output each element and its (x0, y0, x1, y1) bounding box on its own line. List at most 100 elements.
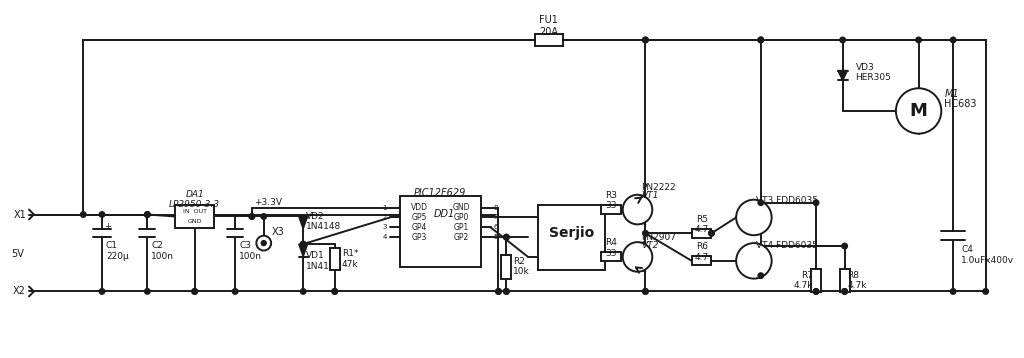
Circle shape (256, 236, 271, 251)
Bar (692, 229, 712, 238)
Text: PIC12F629: PIC12F629 (414, 188, 467, 198)
Text: GP2: GP2 (454, 233, 469, 242)
Text: R6
4.7: R6 4.7 (694, 242, 709, 262)
Text: 5V: 5V (10, 249, 24, 259)
Circle shape (496, 289, 501, 294)
Circle shape (300, 241, 306, 247)
Circle shape (249, 214, 255, 219)
Circle shape (99, 289, 104, 294)
Text: GP4: GP4 (412, 223, 427, 232)
Text: GP5: GP5 (412, 213, 427, 222)
Bar (811, 269, 821, 292)
Text: GP3: GP3 (412, 233, 427, 242)
Text: VT3 FDD6035: VT3 FDD6035 (756, 196, 818, 205)
Circle shape (300, 289, 306, 294)
Circle shape (232, 289, 238, 294)
Text: +: + (104, 222, 111, 231)
Text: Serjio: Serjio (549, 226, 594, 240)
Circle shape (950, 37, 955, 43)
Circle shape (643, 37, 648, 43)
Circle shape (643, 231, 648, 236)
Circle shape (623, 195, 652, 224)
Circle shape (643, 289, 648, 294)
Text: 6: 6 (494, 224, 498, 230)
Text: 1: 1 (383, 205, 387, 211)
Circle shape (709, 231, 715, 236)
Circle shape (842, 243, 848, 249)
Circle shape (736, 200, 772, 235)
Circle shape (842, 289, 848, 294)
Circle shape (709, 231, 715, 236)
Circle shape (758, 200, 764, 205)
Circle shape (332, 289, 338, 294)
Circle shape (261, 241, 266, 246)
Text: GP1: GP1 (454, 223, 469, 232)
Circle shape (99, 212, 104, 217)
Text: PN2907: PN2907 (641, 233, 677, 242)
Circle shape (496, 289, 501, 294)
Circle shape (983, 289, 988, 294)
Text: R2
10k: R2 10k (513, 257, 530, 276)
Text: DD1: DD1 (433, 208, 455, 218)
Circle shape (144, 212, 151, 217)
Text: R5
4.7: R5 4.7 (694, 215, 709, 234)
Text: VD1
1N4148: VD1 1N4148 (306, 251, 341, 271)
Text: X2: X2 (13, 286, 26, 296)
Bar (601, 205, 621, 214)
Circle shape (950, 289, 955, 294)
Text: X1: X1 (13, 209, 26, 219)
Circle shape (144, 212, 151, 217)
Text: VD3
HER305: VD3 HER305 (855, 63, 891, 82)
Text: 4: 4 (383, 234, 387, 240)
Circle shape (249, 214, 255, 219)
Polygon shape (299, 217, 307, 229)
Polygon shape (838, 71, 848, 81)
Text: VT2: VT2 (641, 241, 658, 250)
Circle shape (504, 289, 509, 294)
Circle shape (191, 289, 198, 294)
Bar (502, 255, 511, 279)
Circle shape (896, 88, 941, 134)
Polygon shape (299, 244, 307, 257)
Text: R3
33: R3 33 (605, 191, 616, 211)
Text: R8
4.7k: R8 4.7k (848, 271, 867, 290)
Text: 8: 8 (494, 205, 498, 211)
Circle shape (261, 214, 266, 219)
Circle shape (191, 289, 198, 294)
Text: HC683: HC683 (944, 99, 977, 109)
Bar (601, 252, 621, 261)
Text: VT4 FDD6035: VT4 FDD6035 (756, 241, 818, 250)
Text: PN2222: PN2222 (641, 183, 676, 192)
Circle shape (300, 241, 306, 247)
Text: VT1: VT1 (641, 191, 658, 200)
Text: GND: GND (187, 219, 202, 224)
Circle shape (758, 37, 764, 43)
Circle shape (504, 289, 509, 294)
Text: IN  OUT: IN OUT (182, 209, 207, 214)
Circle shape (623, 242, 652, 272)
Text: GND: GND (453, 203, 470, 212)
Text: DA1
LP2950-3.3: DA1 LP2950-3.3 (169, 190, 220, 209)
Text: VD2
1N4148: VD2 1N4148 (306, 212, 341, 231)
Circle shape (504, 234, 509, 240)
Text: C4
1.0uFx400v: C4 1.0uFx400v (961, 245, 1014, 265)
Circle shape (643, 289, 648, 294)
Bar (535, 34, 562, 46)
Circle shape (813, 200, 819, 205)
Text: 2: 2 (383, 214, 387, 221)
Bar (840, 269, 850, 292)
Circle shape (736, 243, 772, 279)
Text: R1*
47k: R1* 47k (342, 249, 358, 268)
Circle shape (81, 212, 86, 217)
Bar (692, 256, 712, 265)
Text: GP0: GP0 (454, 213, 469, 222)
Circle shape (332, 289, 338, 294)
Text: C2
100n: C2 100n (152, 241, 174, 261)
Text: 5: 5 (494, 234, 498, 240)
Text: C1
220μ: C1 220μ (105, 241, 129, 261)
Bar (538, 205, 605, 270)
Circle shape (915, 37, 922, 43)
Text: R7
4.7k: R7 4.7k (794, 271, 813, 290)
Circle shape (840, 37, 846, 43)
Circle shape (144, 289, 151, 294)
